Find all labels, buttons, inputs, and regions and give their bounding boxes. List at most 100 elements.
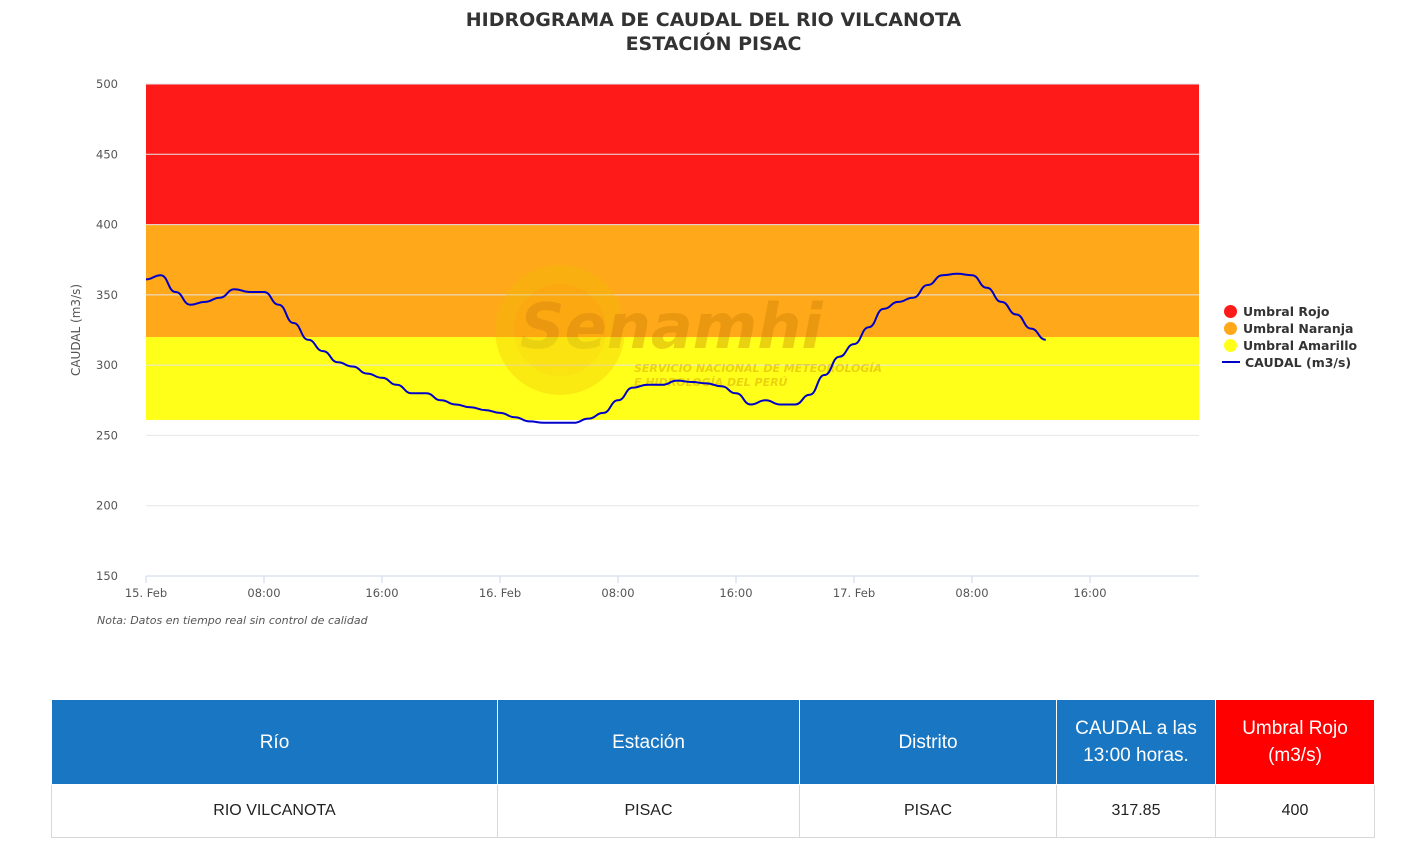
data-point-9 — [278, 304, 280, 306]
x-tick-label-1: 08:00 — [247, 586, 280, 600]
table-header-row: Río Estación Distrito CAUDAL a las 13:00… — [51, 699, 1375, 785]
watermark-brand: Senamhi — [520, 290, 823, 363]
x-tick-label-0: 15. Feb — [125, 586, 167, 600]
data-point-32 — [617, 399, 619, 401]
data-point-52 — [912, 297, 914, 299]
y-tick-label-2: 250 — [96, 428, 118, 442]
data-point-53 — [927, 284, 929, 286]
data-point-21 — [455, 404, 457, 406]
data-point-0 — [145, 279, 147, 281]
data-point-45 — [809, 394, 811, 396]
data-point-1 — [160, 274, 162, 276]
x-tick-label-7: 08:00 — [955, 586, 988, 600]
legend-dot-icon — [1224, 322, 1237, 335]
header-rio: Río — [51, 699, 498, 785]
station-table: Río Estación Distrito CAUDAL a las 13:00… — [51, 699, 1375, 838]
y-tick-label-1: 200 — [96, 499, 118, 513]
senamhi-watermark: Senamhi SERVICIO NACIONAL DE METEOROLOGÍ… — [495, 265, 882, 395]
legend-label: Umbral Naranja — [1243, 321, 1354, 336]
legend-item-2[interactable]: Umbral Amarillo — [1222, 337, 1357, 354]
data-point-30 — [588, 418, 590, 420]
data-point-40 — [735, 392, 737, 394]
watermark-sun-icon — [495, 265, 625, 395]
data-point-51 — [897, 301, 899, 303]
data-point-19 — [425, 392, 427, 394]
series-line-caudal — [145, 272, 1046, 424]
y-tick-label-5: 400 — [96, 218, 118, 232]
axes: 150 200 250 300 350 400 450 500 15. Feb 08:00 16:0… — [96, 77, 1199, 600]
hydrograph-chart: Senamhi SERVICIO NACIONAL DE METEOROLOGÍ… — [69, 77, 1199, 600]
data-point-15 — [366, 373, 368, 375]
data-point-14 — [352, 366, 354, 368]
data-point-28 — [558, 422, 560, 424]
watermark-subtitle2: E HIDROLOGÍA DEL PERÚ — [634, 376, 788, 389]
data-point-23 — [484, 409, 486, 411]
data-point-33 — [632, 387, 634, 389]
data-point-36 — [676, 380, 678, 382]
x-tick-label-3: 16. Feb — [479, 586, 521, 600]
legend-item-3[interactable]: CAUDAL (m3/s) — [1222, 354, 1357, 371]
data-point-39 — [720, 385, 722, 387]
table-row: RIO VILCANOTA PISAC PISAC 317.85 400 — [51, 784, 1375, 838]
data-point-3 — [189, 304, 191, 306]
data-point-6 — [234, 288, 236, 290]
y-tick-label-0: 150 — [96, 569, 118, 583]
data-point-10 — [293, 322, 295, 324]
data-point-48 — [853, 343, 855, 345]
x-tick-label-2: 16:00 — [365, 586, 398, 600]
cell-rio: RIO VILCANOTA — [51, 784, 498, 838]
data-point-57 — [986, 287, 988, 289]
legend-item-1[interactable]: Umbral Naranja — [1222, 320, 1357, 337]
y-axis-label: CAUDAL (m3/s) — [69, 284, 83, 376]
data-point-41 — [750, 404, 752, 406]
x-tick-label-4: 08:00 — [601, 586, 634, 600]
data-point-27 — [543, 422, 545, 424]
legend-item-0[interactable]: Umbral Rojo — [1222, 303, 1357, 320]
data-point-20 — [440, 399, 442, 401]
data-point-11 — [307, 339, 309, 341]
data-point-50 — [883, 308, 885, 310]
data-point-7 — [248, 291, 250, 293]
cell-caudal: 317.85 — [1056, 784, 1216, 838]
data-point-5 — [219, 297, 221, 299]
y-tick-label-7: 500 — [96, 77, 118, 91]
cell-estacion: PISAC — [497, 784, 800, 838]
legend-line-icon — [1222, 361, 1240, 363]
data-point-46 — [824, 374, 826, 376]
data-point-47 — [838, 356, 840, 358]
legend-dot-icon — [1224, 305, 1237, 318]
data-point-56 — [971, 274, 973, 276]
data-point-25 — [514, 416, 516, 418]
data-point-16 — [381, 377, 383, 379]
legend-dot-icon — [1224, 339, 1237, 352]
data-point-8 — [263, 291, 265, 293]
data-point-42 — [765, 399, 767, 401]
legend-label: CAUDAL (m3/s) — [1245, 355, 1352, 370]
y-tick-label-3: 300 — [96, 358, 118, 372]
data-point-38 — [706, 383, 708, 385]
data-point-12 — [322, 350, 324, 352]
data-point-37 — [691, 381, 693, 383]
data-point-24 — [499, 412, 501, 414]
header-caudal: CAUDAL a las 13:00 horas. — [1056, 699, 1216, 785]
header-umbral-rojo: Umbral Rojo (m3/s) — [1215, 699, 1375, 785]
data-point-34 — [647, 384, 649, 386]
chart-title: HIDROGRAMA DE CAUDAL DEL RIO VILCANOTA E… — [0, 8, 1427, 56]
y-tick-label-6: 450 — [96, 147, 118, 161]
data-point-31 — [602, 412, 604, 414]
data-point-18 — [411, 392, 413, 394]
chart-title-line2: ESTACIÓN PISAC — [625, 33, 802, 55]
data-point-61 — [1045, 339, 1047, 341]
legend-label: Umbral Amarillo — [1243, 338, 1358, 353]
data-point-60 — [1030, 328, 1032, 330]
x-tick-label-5: 16:00 — [719, 586, 752, 600]
threshold-band-1 — [146, 224, 1199, 338]
data-point-29 — [573, 422, 575, 424]
data-point-44 — [794, 404, 796, 406]
chart-legend: Umbral Rojo Umbral Naranja Umbral Amarillo… — [1222, 303, 1357, 371]
header-distrito: Distrito — [799, 699, 1057, 785]
data-point-54 — [942, 274, 944, 276]
cell-umbral-rojo: 400 — [1215, 784, 1375, 838]
data-point-4 — [204, 301, 206, 303]
series-layer — [145, 272, 1047, 424]
